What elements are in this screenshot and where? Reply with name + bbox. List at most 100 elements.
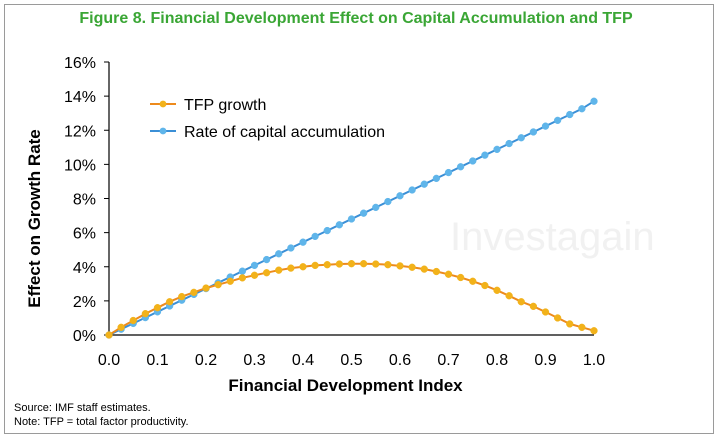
capital-data-point — [505, 139, 513, 148]
capital-data-point — [408, 186, 416, 194]
x-tick-label: 0.0 — [98, 352, 120, 369]
capital-data-point — [456, 163, 465, 171]
legend-capital-marker — [159, 127, 167, 135]
tfp-data-point — [493, 286, 501, 294]
x-tick-label: 0.2 — [195, 352, 217, 369]
tfp-data-point — [444, 270, 453, 278]
capital-data-point — [396, 192, 404, 200]
capital-data-point — [311, 232, 319, 241]
capital-data-point — [384, 197, 392, 206]
x-tick-label: 0.5 — [340, 352, 362, 369]
capital-data-point — [590, 97, 598, 105]
source-note: Source: IMF staff estimates. — [14, 402, 151, 414]
capital-data-point — [529, 128, 538, 136]
capital-data-point — [299, 238, 307, 246]
tfp-data-point — [299, 263, 307, 271]
capital-data-point — [541, 122, 550, 130]
tfp-data-point — [202, 284, 210, 292]
tfp-data-point — [226, 277, 234, 285]
chart-notes: Source: IMF staff estimates. Note: TFP =… — [14, 401, 189, 429]
capital-data-point — [238, 267, 247, 275]
tfp-data-point — [214, 281, 222, 289]
y-tick-label: 12% — [64, 123, 96, 140]
tfp-data-point — [505, 292, 513, 300]
tfp-data-point — [529, 302, 538, 310]
tfp-data-point — [190, 288, 198, 296]
tfp-data-point — [566, 320, 574, 328]
tfp-data-point — [323, 261, 331, 269]
x-tick-label: 0.4 — [292, 352, 314, 369]
tfp-data-point — [420, 265, 428, 273]
capital-data-point — [372, 203, 380, 212]
y-tick-label: 16% — [64, 55, 96, 72]
tfp-data-point — [117, 323, 125, 331]
tfp-data-point — [553, 314, 562, 322]
tfp-data-point — [129, 316, 137, 325]
tfp-data-point — [578, 323, 586, 331]
tfp-data-point — [541, 308, 550, 316]
capital-data-point — [323, 226, 331, 235]
capital-data-point — [287, 244, 295, 252]
tfp-data-point — [517, 298, 525, 306]
y-tick-label: 6% — [73, 226, 96, 243]
capital-data-point — [578, 105, 586, 113]
capital-data-point — [444, 168, 453, 177]
tfp-data-point — [165, 298, 174, 306]
tfp-data-point — [335, 260, 344, 268]
x-tick-label: 0.6 — [389, 352, 411, 369]
capital-data-point — [262, 255, 271, 264]
watermark-text: Investagain — [450, 215, 655, 259]
capital-data-point — [347, 215, 356, 223]
capital-data-point — [335, 221, 344, 229]
x-tick-label: 1.0 — [583, 352, 605, 369]
tfp-data-point — [432, 267, 441, 276]
capital-data-point — [566, 110, 574, 119]
tfp-data-point — [262, 269, 271, 277]
y-tick-label: 14% — [64, 89, 96, 106]
tfp-data-point — [396, 262, 404, 270]
plot-area: 0% 2% 4% 6% 8% 10% 12% 14% 16% 0.0 0.1 0.2 0.3 0.4 0.5… — [25, 55, 605, 395]
capital-data-point — [469, 157, 477, 165]
tfp-data-point — [372, 260, 380, 268]
capital-data-point — [275, 250, 283, 258]
tfp-data-point — [456, 273, 465, 282]
tfp-data-point — [287, 264, 295, 272]
capital-data-point — [517, 134, 525, 142]
y-axis-title: Effect on Growth Rate — [25, 129, 44, 308]
x-tick-label: 0.1 — [146, 352, 168, 369]
y-tick-label: 8% — [73, 192, 96, 209]
tfp-data-point — [408, 263, 416, 271]
y-tick-label: 4% — [73, 260, 96, 277]
tfp-data-point — [311, 261, 319, 270]
tfp-data-point — [469, 277, 477, 285]
figure-frame — [4, 4, 714, 434]
y-tick-label: 10% — [64, 157, 96, 174]
x-tick-label: 0.9 — [534, 352, 556, 369]
capital-data-point — [553, 116, 562, 125]
capital-data-point — [359, 209, 368, 217]
x-tick-label: 0.8 — [486, 352, 508, 369]
legend-tfp-label: TFP growth — [184, 97, 266, 114]
tfp-data-point — [384, 261, 392, 269]
capital-data-point — [432, 174, 441, 183]
tfp-data-point — [481, 281, 489, 290]
tfp-data-point — [250, 271, 259, 279]
tfp-data-point — [238, 274, 247, 282]
tfp-data-point — [105, 331, 113, 339]
x-axis-title: Financial Development Index — [228, 376, 463, 395]
y-tick-label: 2% — [73, 294, 96, 311]
tfp-data-point — [275, 266, 283, 274]
tfp-data-point — [359, 260, 368, 268]
y-tick-label: 0% — [73, 328, 96, 345]
tfp-data-point — [590, 327, 598, 335]
legend-tfp-marker — [159, 100, 167, 108]
tfp-data-point — [347, 260, 356, 268]
tfp-data-point — [178, 292, 186, 301]
tfp-data-point — [153, 304, 162, 312]
capital-data-point — [481, 151, 489, 159]
x-tick-label: 0.7 — [437, 352, 459, 369]
chart-canvas: Investagain 0% 2% 4% 6% 8% 10% 12% 14% 16% 0.0 0.1… — [25, 55, 655, 395]
capital-data-point — [420, 180, 428, 188]
capital-data-point — [250, 261, 259, 270]
capital-data-point — [493, 145, 501, 154]
